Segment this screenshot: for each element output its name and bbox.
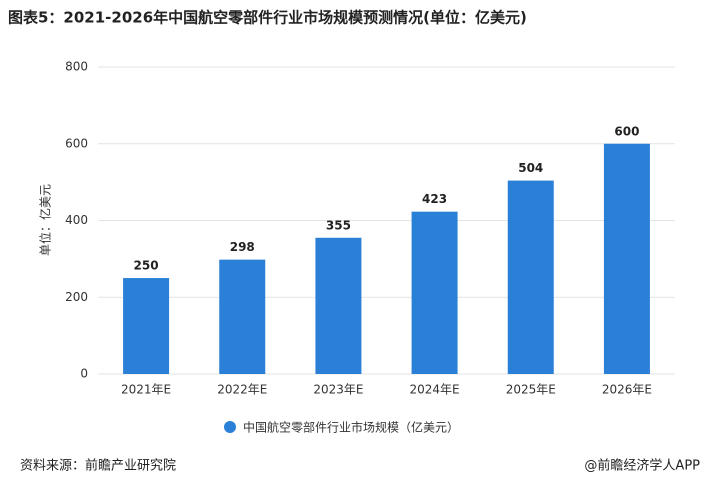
value-label: 298	[230, 240, 255, 254]
credit: @前瞻经济学人APP	[584, 458, 700, 474]
bar	[315, 237, 362, 374]
value-label: 250	[134, 259, 159, 273]
y-tick-label: 400	[65, 213, 88, 227]
chart-title: 图表5：2021-2026年中国航空零部件行业市场规模预测情况(单位：亿美元)	[8, 9, 527, 27]
value-label: 504	[518, 161, 543, 175]
legend-label: 中国航空零部件行业市场规模（亿美元）	[243, 420, 459, 435]
source: 资料来源：前瞻产业研究院	[20, 458, 176, 474]
x-tick-label: 2025年E	[506, 383, 556, 397]
y-tick-label: 0	[80, 367, 88, 381]
value-label: 600	[614, 124, 639, 138]
x-tick-label: 2022年E	[217, 383, 267, 397]
x-tick-label: 2021年E	[121, 383, 171, 397]
x-tick-label: 2024年E	[410, 383, 460, 397]
bar	[123, 278, 170, 374]
value-label: 423	[422, 192, 447, 206]
bar	[603, 143, 650, 374]
value-label: 355	[326, 218, 351, 232]
y-tick-label: 800	[65, 60, 88, 74]
legend-marker	[224, 421, 236, 433]
x-tick-label: 2026年E	[602, 383, 652, 397]
x-tick-label: 2023年E	[313, 383, 363, 397]
y-tick-label: 200	[65, 290, 88, 304]
bar	[507, 180, 554, 374]
y-axis-label: 单位：亿美元	[38, 184, 53, 256]
bar	[411, 211, 458, 374]
y-tick-label: 600	[65, 136, 88, 150]
bar	[219, 259, 266, 374]
